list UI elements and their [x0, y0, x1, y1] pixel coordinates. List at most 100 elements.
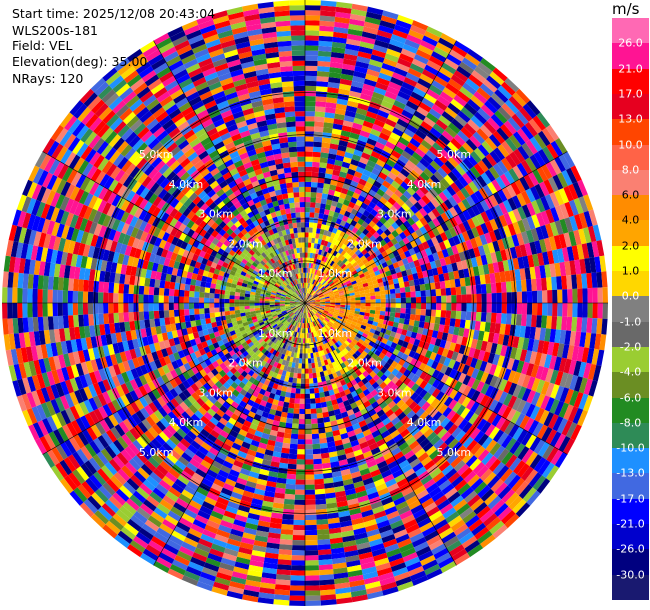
range-gate: [305, 85, 317, 92]
range-gate: [391, 180, 401, 190]
range-gate: [526, 291, 533, 303]
range-gate: [390, 307, 396, 313]
range-gate: [400, 181, 410, 191]
range-gate: [314, 287, 319, 292]
range-gate: [330, 267, 336, 273]
range-gate: [370, 209, 379, 217]
range-gate: [444, 126, 458, 138]
range-gate: [312, 372, 317, 379]
range-gate: [335, 108, 346, 116]
range-gate: [332, 36, 347, 44]
range-gate: [378, 208, 387, 217]
range-gate: [310, 408, 317, 414]
range-gate: [315, 493, 326, 500]
range-gate: [332, 123, 343, 131]
range-gate: [328, 148, 338, 155]
range-gate: [320, 250, 325, 256]
range-gate: [308, 295, 313, 300]
range-gate: [390, 34, 407, 44]
range-gate: [346, 33, 362, 42]
range-gate: [322, 188, 330, 195]
range-gate: [362, 228, 370, 236]
range-gate: [305, 242, 309, 248]
range-gate: [369, 235, 377, 243]
range-gate: [536, 278, 542, 291]
range-gate: [294, 499, 305, 505]
range-gate: [310, 192, 317, 198]
range-gate: [415, 188, 426, 199]
range-gate: [462, 157, 474, 170]
range-gate: [504, 77, 520, 93]
range-gate: [283, 498, 295, 505]
range-gate: [458, 161, 470, 173]
range-gate: [324, 269, 329, 275]
range-gate: [370, 306, 376, 311]
range-gate: [480, 104, 495, 118]
range-gate: [305, 469, 314, 475]
range-gate: [577, 288, 583, 303]
range-gate: [298, 363, 302, 369]
range-gate: [416, 161, 427, 172]
range-gate: [314, 274, 318, 280]
range-gate: [327, 279, 333, 284]
range-gate: [326, 241, 332, 248]
range-gate: [390, 76, 404, 87]
range-gate: [428, 146, 441, 157]
range-gate: [413, 179, 423, 189]
range-gate: [344, 110, 356, 118]
range-gate: [330, 51, 345, 59]
range-gate: [313, 279, 317, 285]
range-gate: [312, 161, 320, 168]
range-gate: [320, 272, 325, 278]
range-gate: [439, 91, 454, 103]
range-gate: [374, 310, 381, 315]
range-gate: [392, 127, 404, 137]
range-gate: [322, 132, 332, 139]
range-gate: [379, 239, 387, 247]
range-gate: [316, 187, 324, 194]
range-gate: [321, 406, 329, 413]
range-gate: [352, 122, 363, 131]
range-gate: [323, 240, 329, 247]
range-gate: [315, 197, 322, 204]
range-gate: [305, 474, 315, 480]
range-gate: [415, 303, 422, 310]
range-gate: [335, 154, 345, 162]
range-gate: [312, 268, 316, 275]
range-gate: [511, 303, 518, 315]
range-gate: [372, 231, 381, 239]
range-gate: [320, 287, 326, 292]
range-gate: [336, 181, 344, 188]
range-gate: [312, 443, 321, 450]
range-gate: [328, 77, 341, 84]
range-gate: [399, 287, 406, 293]
range-gate: [443, 145, 455, 157]
range-gate: [451, 295, 457, 303]
range-gate: [422, 181, 433, 192]
range-gate: [557, 289, 563, 303]
range-gate: [305, 393, 310, 399]
range-gate: [305, 116, 315, 122]
range-gate: [373, 44, 388, 54]
range-gate: [358, 225, 366, 233]
range-gate: [312, 438, 320, 445]
range-gate: [290, 570, 305, 576]
range-gate: [283, 503, 295, 510]
range-gate: [420, 290, 426, 297]
range-gate: [305, 141, 314, 147]
range-gate: [490, 113, 504, 128]
range-gate: [341, 204, 349, 211]
range-gate: [409, 137, 421, 148]
range-gate: [308, 278, 311, 284]
range-gate: [343, 252, 349, 258]
range-gate: [485, 283, 492, 294]
range-gate: [315, 508, 328, 515]
range-gate: [383, 163, 393, 172]
range-gate: [341, 273, 348, 279]
range-gate: [508, 95, 523, 111]
range-gate: [301, 363, 305, 369]
range-gate: [323, 122, 334, 129]
range-gate: [376, 29, 393, 39]
range-gate: [373, 119, 386, 128]
range-gate: [333, 211, 340, 219]
